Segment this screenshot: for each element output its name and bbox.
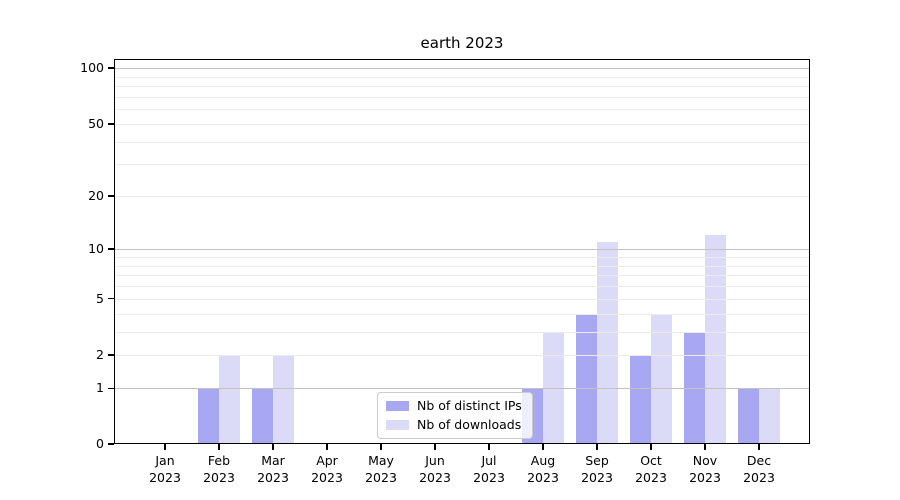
legend-item-distinct-ips: Nb of distinct IPs <box>386 399 522 413</box>
x-tick-label: Apr 2023 <box>311 453 343 485</box>
x-tick-label: Dec 2023 <box>743 453 775 485</box>
bar-downloads <box>651 313 672 444</box>
x-tick-mark <box>164 444 166 450</box>
bar-distinct-ips <box>576 313 597 444</box>
x-tick-mark <box>488 444 490 450</box>
x-tick-mark <box>434 444 436 450</box>
gridline <box>114 109 810 111</box>
y-tick-label: 50 <box>88 115 104 131</box>
gridline <box>114 313 810 315</box>
gridline <box>114 275 810 277</box>
bar-distinct-ips <box>738 388 759 444</box>
y-tick-label: 0 <box>96 436 104 451</box>
gridline <box>114 196 810 198</box>
x-tick-mark <box>326 444 328 450</box>
legend-swatch-downloads-icon <box>386 420 409 430</box>
x-tick-mark <box>542 444 544 450</box>
gridline <box>114 141 810 143</box>
legend-label-distinct-ips: Nb of distinct IPs <box>417 398 522 413</box>
y-tick-label: 5 <box>96 290 104 306</box>
bar-downloads <box>273 355 294 444</box>
gridline <box>114 86 810 87</box>
y-tick-label: 10 <box>88 241 104 257</box>
gridline <box>114 256 810 258</box>
legend: Nb of distinct IPs Nb of downloads <box>377 392 533 439</box>
bar-downloads <box>705 235 726 444</box>
gridline <box>114 388 810 390</box>
y-tick-label: 1 <box>96 380 104 396</box>
chart-title: earth 2023 <box>420 34 504 52</box>
gridline <box>114 355 810 357</box>
x-tick-mark <box>704 444 706 450</box>
y-tick-label: 2 <box>96 347 104 363</box>
plot-area <box>114 59 810 444</box>
grid-layer <box>114 59 810 444</box>
y-tick-mark <box>108 195 114 198</box>
bar-downloads <box>543 331 564 444</box>
x-tick-label: Feb 2023 <box>203 453 235 485</box>
bar-distinct-ips <box>684 331 705 444</box>
bars-layer <box>114 59 810 444</box>
legend-swatch-distinct-ips-icon <box>386 401 409 411</box>
x-tick-label: Jul 2023 <box>473 453 505 485</box>
x-tick-mark <box>272 444 274 450</box>
y-tick-mark <box>108 443 114 445</box>
gridline <box>114 76 810 78</box>
bar-downloads <box>597 242 618 444</box>
x-tick-mark <box>596 444 598 450</box>
bar-downloads <box>759 388 780 444</box>
y-tick-label: 20 <box>88 188 104 204</box>
gridline <box>114 123 810 125</box>
x-tick-label: Nov 2023 <box>689 453 721 485</box>
bar-downloads <box>219 355 240 444</box>
legend-item-downloads: Nb of downloads <box>386 418 522 432</box>
gridline <box>114 67 810 69</box>
gridline <box>114 164 810 166</box>
x-tick-label: Sep 2023 <box>581 453 613 485</box>
x-tick-label: Mar 2023 <box>257 453 289 485</box>
y-tick-mark <box>108 123 114 125</box>
bar-distinct-ips <box>198 388 219 444</box>
x-tick-mark <box>380 444 382 450</box>
bar-distinct-ips <box>252 388 273 444</box>
y-tick-mark <box>108 354 114 357</box>
x-tick-label: Aug 2023 <box>527 453 559 485</box>
y-tick-mark <box>108 248 114 250</box>
legend-label-downloads: Nb of downloads <box>417 417 522 432</box>
y-tick-mark <box>108 387 114 390</box>
gridline <box>114 286 810 288</box>
gridline <box>114 265 810 267</box>
x-tick-label: May 2023 <box>365 453 397 485</box>
y-tick-label: 100 <box>80 59 104 75</box>
x-tick-label: Oct 2023 <box>635 453 667 485</box>
x-tick-mark <box>218 444 220 450</box>
x-tick-mark <box>758 444 760 450</box>
x-tick-label: Jun 2023 <box>419 453 451 485</box>
gridline <box>114 298 810 300</box>
bar-distinct-ips <box>630 355 651 444</box>
y-tick-mark <box>108 297 114 300</box>
gridline <box>114 96 810 98</box>
x-tick-mark <box>650 444 652 450</box>
x-tick-label: Jan 2023 <box>149 453 181 485</box>
gridline <box>114 249 810 251</box>
y-tick-mark <box>108 67 114 69</box>
gridline <box>114 331 810 333</box>
